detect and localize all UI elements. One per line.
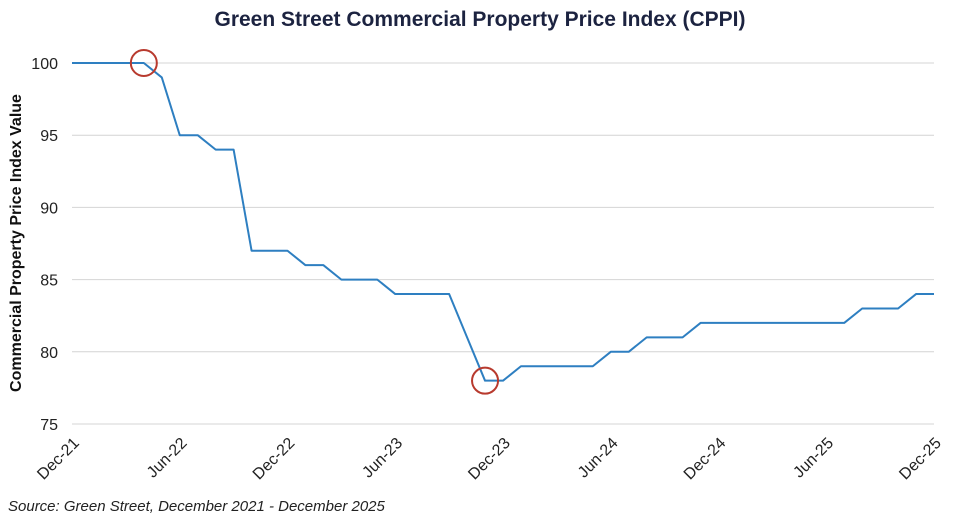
x-tick-label: Dec-22 [250, 435, 299, 484]
annotation-circle [471, 366, 500, 395]
x-tick-label: Dec-21 [34, 435, 83, 484]
y-tick-label: 85 [40, 273, 58, 290]
x-tick-label: Jun-22 [144, 435, 191, 482]
x-tick-label: Jun-25 [790, 435, 837, 482]
y-axis-title: Commercial Property Price Index Value [8, 94, 25, 392]
y-tick-label: 80 [40, 345, 58, 362]
annotation-circle [129, 49, 158, 77]
y-tick-label: 100 [31, 56, 58, 73]
y-tick-label: 75 [40, 417, 58, 434]
x-tick-label: Dec-23 [465, 435, 514, 484]
chart-title: Green Street Commercial Property Price I… [214, 8, 746, 31]
y-tick-label: 95 [40, 128, 58, 145]
y-tick-label: 90 [40, 200, 58, 217]
x-tick-label: Jun-23 [359, 435, 406, 482]
x-tick-label: Dec-25 [896, 435, 945, 484]
source-note: Source: Green Street, December 2021 - De… [8, 498, 385, 515]
gridlines [72, 62, 934, 425]
x-tick-label: Jun-24 [575, 435, 622, 482]
plot-area [71, 49, 935, 395]
x-tick-label: Dec-24 [681, 435, 730, 484]
x-axis: Dec-21 Jun-22 Dec-22 Jun-23 Dec-23 Jun-24 Dec-… [34, 435, 945, 484]
y-axis: 100 95 90 85 80 75 [31, 56, 58, 434]
cppi-series-line [72, 62, 934, 382]
